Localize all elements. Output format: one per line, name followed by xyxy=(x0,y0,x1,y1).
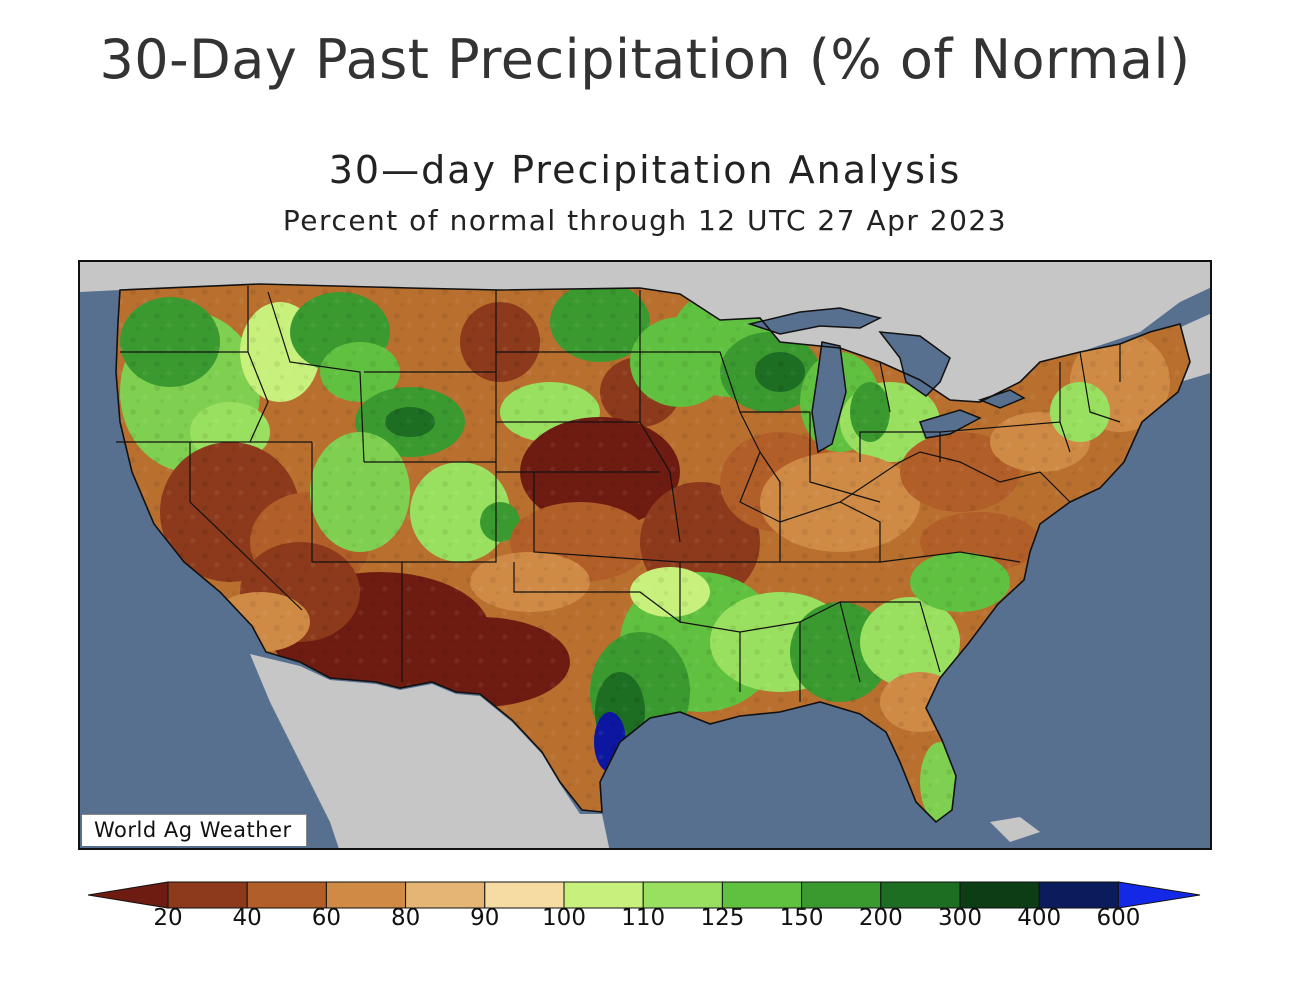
legend-label: 150 xyxy=(779,905,824,931)
legend-swatch xyxy=(246,881,327,909)
legend-arrow-high xyxy=(1117,881,1201,909)
page-title: 30-Day Past Precipitation (% of Normal) xyxy=(99,28,1191,91)
legend-label: 600 xyxy=(1096,905,1141,931)
map-subtitle: Percent of normal through 12 UTC 27 Apr … xyxy=(282,204,1008,237)
legend-swatch xyxy=(880,881,961,909)
legend-label: 300 xyxy=(938,905,982,931)
legend-swatch xyxy=(1038,881,1119,909)
legend-swatch xyxy=(721,881,803,909)
map-canvas xyxy=(80,262,1210,848)
legend-label: 100 xyxy=(542,905,586,931)
legend-label: 110 xyxy=(621,905,666,931)
legend-swatch xyxy=(801,881,882,909)
legend-swatch xyxy=(405,881,486,909)
legend-swatch xyxy=(959,881,1040,909)
legend-swatch xyxy=(563,881,644,909)
legend-label: 125 xyxy=(700,905,745,931)
legend-label: 200 xyxy=(858,905,903,931)
state-borders xyxy=(115,283,1191,824)
map-credit: World Ag Weather xyxy=(82,814,307,846)
legend-label: 400 xyxy=(1017,905,1062,931)
legend-label: 80 xyxy=(390,905,421,931)
legend-swatch xyxy=(167,881,248,909)
legend-label: 20 xyxy=(153,905,183,931)
legend-label: 40 xyxy=(232,905,262,931)
legend-swatch xyxy=(642,881,723,909)
legend-label: 90 xyxy=(470,905,500,931)
great-lakes xyxy=(747,307,1026,454)
legend-label: 60 xyxy=(311,905,342,931)
legend-colorbar xyxy=(88,881,1201,909)
precipitation-map: World Ag Weather xyxy=(78,260,1212,850)
map-title: 30—day Precipitation Analysis xyxy=(328,148,962,192)
color-legend xyxy=(88,878,1202,914)
